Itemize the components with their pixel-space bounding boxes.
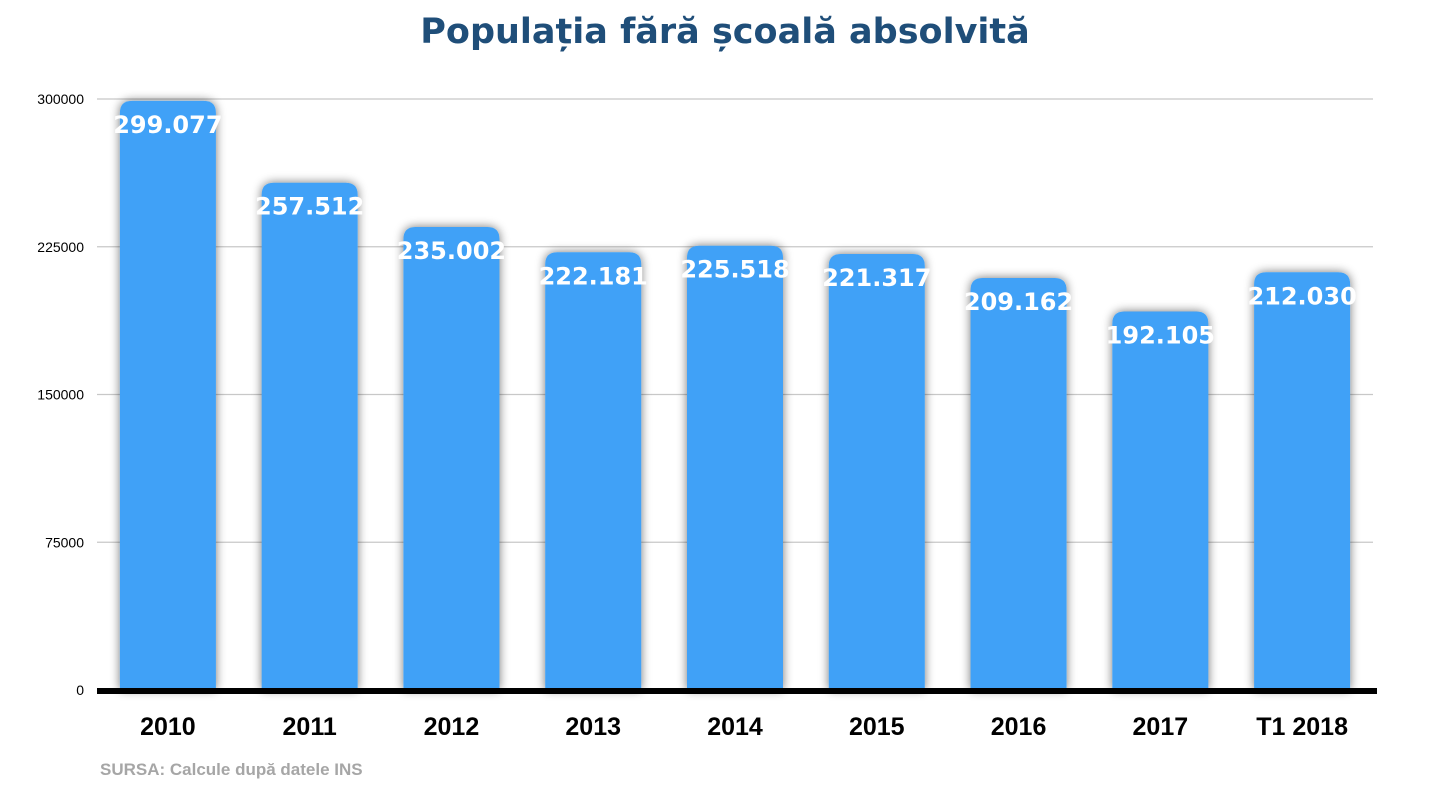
data-label: 222.181 (539, 262, 648, 290)
bar-2015 (828, 254, 925, 691)
bar-2012 (403, 227, 500, 690)
data-labels: 299.077 257.512 235.002 222.181 225.518 221.3… (113, 111, 1357, 350)
data-label: 257.512 (255, 193, 364, 221)
x-category-label: 2014 (707, 713, 763, 741)
source-note: SURSA: Calcule după datele INS (100, 760, 363, 779)
bar-2014 (687, 245, 783, 690)
data-label: 299.077 (113, 111, 222, 139)
x-category-label: 2013 (565, 713, 621, 741)
y-axis-ticks: 0 75000 150000 225000 300000 (37, 91, 84, 698)
bars (119, 100, 1351, 691)
baseline (97, 688, 1377, 694)
bar-2016 (970, 277, 1067, 690)
x-axis-categories: 2010 2011 2012 2013 2014 2015 2016 2017 T1 2018 (140, 713, 1348, 741)
chart-title: Populația fără școală absolvită (420, 12, 1030, 52)
data-label: 192.105 (1106, 322, 1215, 350)
data-label: 235.002 (397, 237, 506, 265)
x-axis-baseline (97, 688, 1377, 694)
x-category-label: 2010 (140, 713, 196, 741)
x-category-label: 2016 (991, 713, 1047, 741)
x-category-label: T1 2018 (1256, 713, 1348, 741)
bar-2017 (1112, 311, 1209, 690)
y-tick-label: 0 (76, 682, 84, 698)
bar-2010 (119, 100, 216, 691)
data-label: 221.317 (822, 264, 931, 292)
x-category-label: 2012 (424, 713, 480, 741)
data-label: 212.030 (1247, 282, 1356, 310)
x-category-label: 2017 (1133, 713, 1189, 741)
y-tick-label: 75000 (45, 534, 84, 550)
bar-t1-2018 (1254, 272, 1351, 690)
bar-2011 (261, 182, 358, 690)
data-label: 225.518 (680, 256, 789, 284)
x-category-label: 2011 (283, 713, 337, 741)
bar-2013 (545, 252, 642, 690)
y-tick-label: 225000 (37, 239, 84, 255)
y-tick-label: 150000 (37, 387, 84, 403)
data-label: 209.162 (964, 288, 1073, 316)
y-tick-label: 300000 (37, 91, 84, 107)
x-category-label: 2015 (849, 713, 905, 741)
